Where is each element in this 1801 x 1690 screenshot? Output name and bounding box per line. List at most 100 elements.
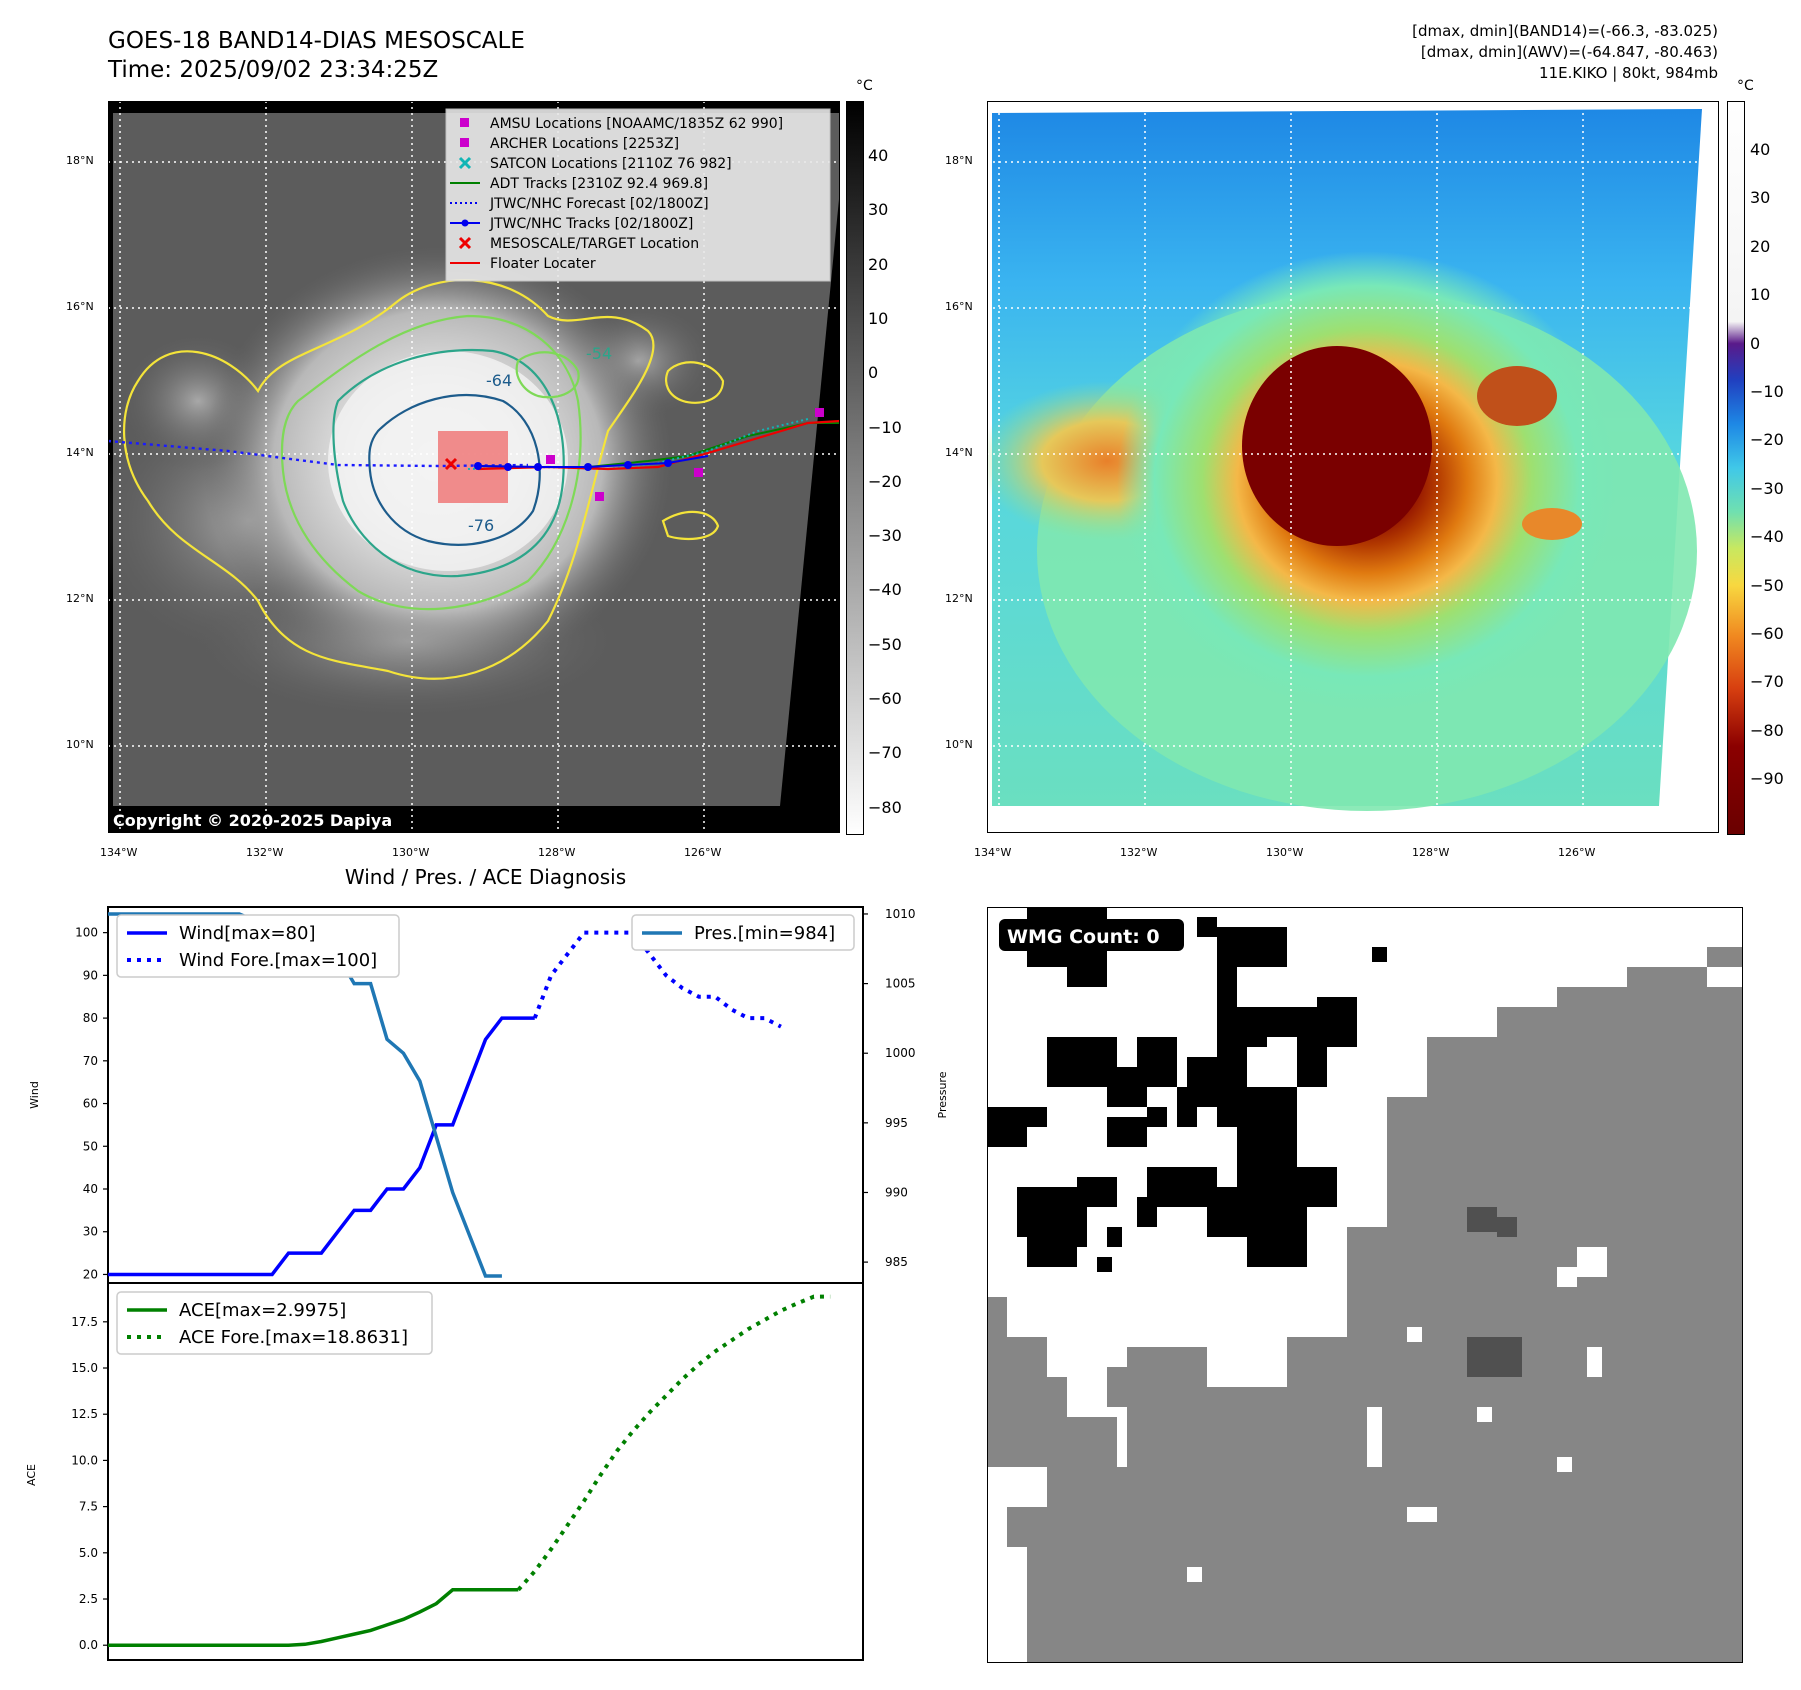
lat-label: 14°N bbox=[945, 446, 973, 459]
legend-entry: JTWC/NHC Forecast [02/1800Z] bbox=[450, 196, 709, 212]
lat-label: 18°N bbox=[945, 154, 973, 167]
y-tick-label: 985 bbox=[885, 1255, 908, 1269]
wind-pressure-ace-chart: 100 90 80 70 60 50 40 30 20 1010 1005 1000 995 990 985… bbox=[25, 906, 949, 1661]
colorbar-tick-label: 20 bbox=[1750, 236, 1771, 256]
lon-label: 128°W bbox=[1412, 846, 1450, 859]
wmg-count-label: WMG Count: 0 bbox=[1007, 926, 1160, 948]
y-tick-label: 0.0 bbox=[79, 1638, 98, 1652]
y-tick-label: 90 bbox=[83, 968, 98, 982]
legend-label: Floater Locater bbox=[490, 256, 596, 272]
y-tick-label: 10.0 bbox=[71, 1453, 98, 1467]
lat-label: 12°N bbox=[945, 592, 973, 605]
colorbar-tick-label: −30 bbox=[868, 526, 902, 546]
contour-label: -76 bbox=[468, 516, 494, 535]
legend-label: ACE[max=2.9975] bbox=[179, 1300, 346, 1321]
map-legend bbox=[445, 108, 831, 282]
colorbar-tick-label: 40 bbox=[1750, 140, 1771, 159]
ace-forecast-line bbox=[516, 1294, 831, 1592]
legend-label: Wind Fore.[max=100] bbox=[179, 950, 377, 971]
lon-label: 126°W bbox=[684, 846, 722, 859]
pressure-legend bbox=[631, 914, 855, 951]
colorbar-tick-label: −10 bbox=[868, 417, 902, 437]
legend-entry: SATCON Locations [2110Z 76 982] bbox=[458, 156, 732, 172]
y-tick-label: 7.5 bbox=[79, 1500, 98, 1514]
y-tick-label: 50 bbox=[83, 1139, 98, 1153]
y-tick-label: 1000 bbox=[885, 1046, 916, 1060]
stats-line2: [dmax, dmin](AWV)=(-64.847, -80.463) bbox=[1420, 43, 1718, 61]
lat-label: 18°N bbox=[66, 154, 94, 167]
lat-label: 16°N bbox=[66, 300, 94, 313]
legend-entry: ADT Tracks [2310Z 92.4 969.8] bbox=[450, 176, 708, 192]
legend-marker-x bbox=[458, 156, 472, 170]
y-tick-label: 20 bbox=[83, 1267, 98, 1281]
colorbar-tick-label: −50 bbox=[868, 634, 902, 654]
legend-marker-square bbox=[460, 118, 469, 127]
colorbar-unit: °C bbox=[856, 78, 873, 94]
stats-line1: [dmax, dmin](BAND14)=(-66.3, -83.025) bbox=[1412, 22, 1718, 40]
colorbar-tick-label: −20 bbox=[868, 471, 902, 491]
colorbar-tick-label: 20 bbox=[868, 254, 889, 274]
y-tick-label: 995 bbox=[885, 1116, 908, 1130]
lon-label: 130°W bbox=[392, 846, 430, 859]
stats-line3: 11E.KIKO | 80kt, 984mb bbox=[1539, 64, 1718, 82]
colorbar-tick-label: 30 bbox=[868, 200, 889, 220]
y-tick-label: 2.5 bbox=[79, 1592, 98, 1606]
colorbar-tick-label: 0 bbox=[868, 363, 879, 383]
y-tick-label: 70 bbox=[83, 1054, 98, 1068]
lon-label: 134°W bbox=[974, 846, 1012, 859]
legend-label: ADT Tracks [2310Z 92.4 969.8] bbox=[490, 176, 708, 192]
colorbar-tick-label: −90 bbox=[1750, 769, 1784, 789]
legend-label: Pres.[min=984] bbox=[694, 923, 835, 944]
y-tick-label: 5.0 bbox=[79, 1546, 98, 1560]
ace-axis-label: ACE bbox=[25, 1464, 38, 1486]
y-tick-label: 990 bbox=[885, 1185, 908, 1199]
legend-entry: AMSU Locations [NOAAMC/1835Z 62 990] bbox=[460, 116, 783, 132]
contour-label: -64 bbox=[486, 371, 512, 390]
legend-label: MESOSCALE/TARGET Location bbox=[490, 236, 699, 252]
lat-label: 16°N bbox=[945, 300, 973, 313]
legend-marker-square bbox=[460, 138, 469, 147]
copyright-text: Copyright © 2020-2025 Dapiya bbox=[113, 811, 392, 830]
colorbar-unit: °C bbox=[1737, 78, 1754, 94]
legend-marker-x bbox=[458, 236, 472, 250]
colorbar-tick-label: −70 bbox=[1750, 672, 1784, 692]
y-tick-label: 80 bbox=[83, 1011, 98, 1025]
colorbar-tick-label: 30 bbox=[1750, 188, 1771, 208]
colorbar-tick-label: −60 bbox=[1750, 624, 1784, 643]
y-tick-label: 17.5 bbox=[71, 1315, 98, 1329]
lon-label: 132°W bbox=[1120, 846, 1158, 859]
legend-label: ARCHER Locations [2253Z] bbox=[490, 136, 679, 152]
colorbar-tick-label: −80 bbox=[868, 797, 902, 817]
lat-label: 14°N bbox=[66, 446, 94, 459]
colorbar-tick-label: −60 bbox=[868, 689, 902, 708]
colorbar-tick-label: −30 bbox=[1750, 478, 1784, 498]
ace-legend bbox=[116, 1291, 433, 1355]
colorbar-tick-label: −40 bbox=[868, 580, 902, 600]
legend-entry: MESOSCALE/TARGET Location bbox=[458, 236, 699, 252]
colorbar-tick-label: −80 bbox=[1750, 720, 1784, 740]
grayscale-colorbar bbox=[846, 101, 864, 835]
legend-label: JTWC/NHC Forecast [02/1800Z] bbox=[489, 196, 709, 212]
legend-label: SATCON Locations [2110Z 76 982] bbox=[490, 156, 732, 172]
y-tick-label: 1010 bbox=[885, 907, 916, 921]
legend-label: AMSU Locations [NOAAMC/1835Z 62 990] bbox=[490, 116, 783, 132]
y-tick-label: 40 bbox=[83, 1182, 98, 1196]
pressure-axis-label: Pressure bbox=[936, 1071, 949, 1118]
lat-label: 12°N bbox=[66, 592, 94, 605]
legend-entry: Floater Locater bbox=[450, 256, 596, 272]
colorbar-tick-label: 10 bbox=[868, 308, 889, 328]
wmg-mask-panel: WMG Count: 0 bbox=[987, 907, 1743, 1663]
lat-label: 10°N bbox=[66, 738, 94, 751]
y-tick-label: 12.5 bbox=[71, 1407, 98, 1421]
ace-panel-frame bbox=[107, 1282, 864, 1661]
colorbar-tick-label: 10 bbox=[1750, 285, 1771, 305]
colorbar-tick-label: −70 bbox=[868, 743, 902, 763]
ir-grayscale-map: -64 -54 -76 AMSU Locations [NOAAMC/1835Z… bbox=[108, 101, 840, 833]
wind-legend bbox=[116, 914, 400, 978]
wind-series-line bbox=[108, 1016, 535, 1277]
legend-entry: JTWC/NHC Tracks [02/1800Z] bbox=[450, 216, 693, 232]
y-tick-label: 1005 bbox=[885, 977, 916, 991]
y-tick-label: 15.0 bbox=[71, 1361, 98, 1375]
y-tick-label: 30 bbox=[83, 1225, 98, 1239]
